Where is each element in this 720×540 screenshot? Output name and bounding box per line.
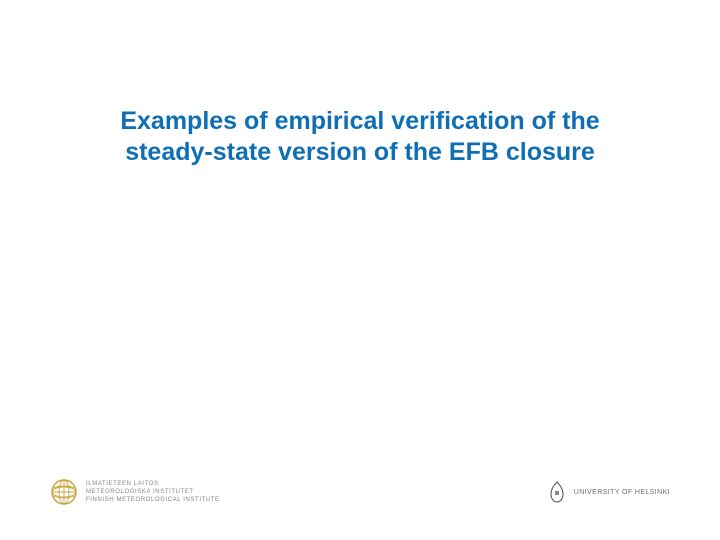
fmi-line-2: METEOROLOGISKA INSTITUTET	[86, 488, 220, 496]
fmi-line-3: FINNISH METEOROLOGICAL INSTITUTE	[86, 496, 220, 504]
uh-label: UNIVERSITY OF HELSINKI	[574, 489, 670, 496]
title-line-1: Examples of empirical verification of th…	[120, 107, 599, 135]
slide-title: Examples of empirical verification of th…	[46, 106, 674, 169]
fmi-globe-icon	[50, 478, 78, 506]
fmi-line-1: ILMATIETEEN LAITOS	[86, 480, 220, 488]
fmi-logo: ILMATIETEEN LAITOS METEOROLOGISKA INSTIT…	[50, 478, 220, 506]
uh-flame-icon	[548, 481, 566, 503]
title-line-2: steady-state version of the EFB closure	[125, 138, 595, 166]
slide: Examples of empirical verification of th…	[0, 0, 720, 540]
uh-logo: UNIVERSITY OF HELSINKI	[548, 481, 670, 503]
footer: ILMATIETEEN LAITOS METEOROLOGISKA INSTIT…	[50, 472, 670, 512]
fmi-text: ILMATIETEEN LAITOS METEOROLOGISKA INSTIT…	[86, 480, 220, 504]
